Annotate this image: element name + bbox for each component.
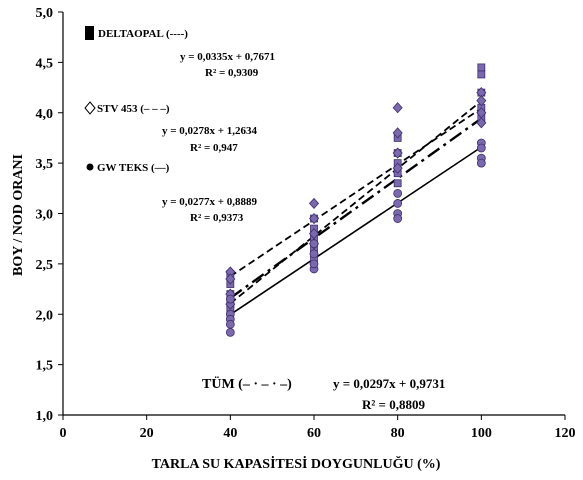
y-tick-label: 5,0 — [36, 6, 54, 21]
data-point-circle — [393, 199, 403, 208]
data-point-circle — [225, 319, 235, 329]
x-tick-label: 120 — [555, 426, 576, 441]
trend-line-overall — [229, 117, 483, 299]
y-tick-label: 3,5 — [36, 157, 54, 172]
equation-stv453: y = 0,0278x + 1,2634 — [162, 125, 258, 137]
data-point-diamond — [392, 162, 403, 174]
y-tick-label: 4,5 — [36, 56, 54, 71]
x-tick-label: 40 — [223, 426, 237, 441]
data-point-diamond — [476, 117, 487, 129]
overall-r2: R² = 0,8809 — [362, 397, 425, 412]
legend-label-deltaopal: DELTAOPAL (----) — [98, 28, 188, 40]
y-tick-label: 1,5 — [36, 359, 54, 374]
trend-line-deltaopal — [229, 100, 482, 305]
data-point-diamond — [476, 95, 487, 107]
legend-marker-stv453 — [84, 101, 96, 115]
y-tick-label: 2,0 — [36, 308, 54, 323]
legend-label-stv453: STV 453 (– – –) — [97, 103, 170, 115]
data-point-square — [477, 63, 486, 72]
equation-deltaopal: y = 0,0335x + 0,7671 — [180, 51, 275, 63]
legend-marker-deltaopal — [85, 26, 94, 40]
y-tick-label: 2,5 — [36, 258, 54, 273]
y-tick-label: 3,0 — [36, 208, 54, 223]
r2-stv453: R² = 0,947 — [190, 142, 238, 154]
data-point-diamond — [392, 147, 403, 159]
y-tick-label: 4,0 — [36, 107, 54, 122]
trend-line-gw — [229, 146, 482, 316]
x-tick-label: 20 — [140, 426, 154, 441]
r2-deltaopal: R² = 0,9309 — [205, 67, 259, 79]
x-axis-title: TARLA SU KAPASİTESİ DOYGUNLUĞU (%) — [152, 455, 441, 472]
equation-gwteks: y = 0,0277x + 0,8889 — [162, 196, 258, 208]
data-point-circle — [309, 239, 319, 249]
x-tick-label: 100 — [471, 426, 492, 441]
overall-label: TÜM (– · – · –) — [202, 375, 292, 392]
data-point-circle — [393, 188, 403, 198]
y-axis-ticks: 1,0 1,5 2,0 2,5 3,0 3,5 4,0 4,5 5,0 — [36, 6, 63, 424]
data-point-square — [477, 70, 486, 79]
trend-line-stv — [229, 107, 482, 278]
data-point-circle — [309, 249, 319, 259]
data-point-diamond — [392, 102, 403, 114]
data-point-circle — [393, 214, 403, 223]
data-point-circle — [309, 259, 319, 269]
data-point-diamond — [392, 127, 403, 139]
x-tick-label: 80 — [391, 426, 405, 441]
trend-lines — [229, 100, 483, 316]
y-axis-title: BOY / NOD ORANI — [11, 154, 26, 276]
data-points — [225, 63, 487, 337]
x-tick-label: 0 — [60, 426, 67, 441]
data-point-circle — [476, 143, 486, 153]
data-point-diamond — [308, 212, 320, 225]
overall-equation: y = 0,0297x + 0,9731 — [333, 376, 445, 391]
legend-label-gwteks: GW TEKS (—) — [97, 162, 170, 174]
r2-gwteks: R² = 0,9373 — [190, 212, 244, 224]
data-point-circle — [476, 158, 486, 168]
legend-marker-gwteks — [86, 163, 94, 171]
data-point-diamond — [225, 273, 236, 285]
legend: DELTAOPAL (----) y = 0,0335x + 0,7671 R²… — [84, 26, 445, 412]
data-point-circle — [225, 327, 235, 337]
x-axis-ticks: 0 20 40 60 80 100 120 — [60, 415, 576, 441]
y-tick-label: 1,0 — [36, 409, 54, 424]
data-point-square — [393, 179, 402, 188]
x-tick-label: 60 — [307, 426, 321, 441]
data-point-circle — [225, 294, 235, 304]
data-point-diamond — [308, 197, 320, 210]
